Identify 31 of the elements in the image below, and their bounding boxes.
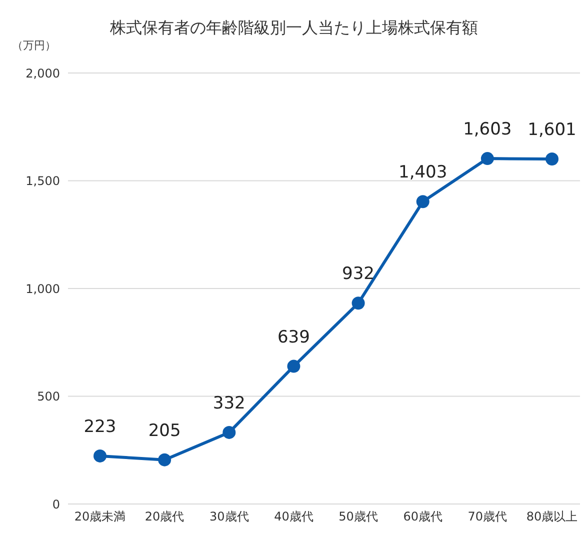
point [222, 426, 236, 439]
data-label: 332 [212, 393, 246, 414]
data-label: 223 [84, 416, 116, 437]
point [546, 152, 558, 166]
y-axis-title: （万円） [12, 38, 56, 53]
x-tick-label: 50歳代 [338, 510, 378, 524]
point [416, 195, 430, 208]
point [158, 453, 172, 466]
y-tick-label: 0 [52, 497, 60, 512]
data-label: 1,601 [528, 120, 576, 140]
data-label: 639 [277, 327, 310, 348]
y-tick-label: 500 [37, 390, 60, 404]
data-label: 1,403 [398, 162, 448, 183]
x-tick-label: 20歳未満 [74, 510, 126, 524]
y-tick-label: 2,000 [26, 66, 60, 80]
y-tick-label: 1,500 [26, 174, 60, 188]
point [94, 449, 106, 462]
data-label: 205 [148, 420, 181, 441]
point [480, 152, 494, 166]
x-tick-label: 30歳代 [210, 510, 249, 524]
data-label: 1,603 [463, 120, 512, 140]
x-tick-label: 40歳代 [274, 510, 314, 524]
x-tick-label: 80歳以上 [526, 510, 578, 524]
chart-title: 株式保有者の年齢階級別一人当たり上場株式保有額 [110, 18, 478, 37]
data-label: 932 [342, 264, 375, 284]
point [352, 296, 365, 310]
x-tick-label: 20歳代 [144, 510, 184, 524]
point [287, 360, 300, 373]
y-tick-label: 1,000 [26, 282, 60, 296]
x-tick-label: 70歳代 [468, 510, 508, 524]
x-tick-label: 60歳代 [403, 510, 442, 524]
